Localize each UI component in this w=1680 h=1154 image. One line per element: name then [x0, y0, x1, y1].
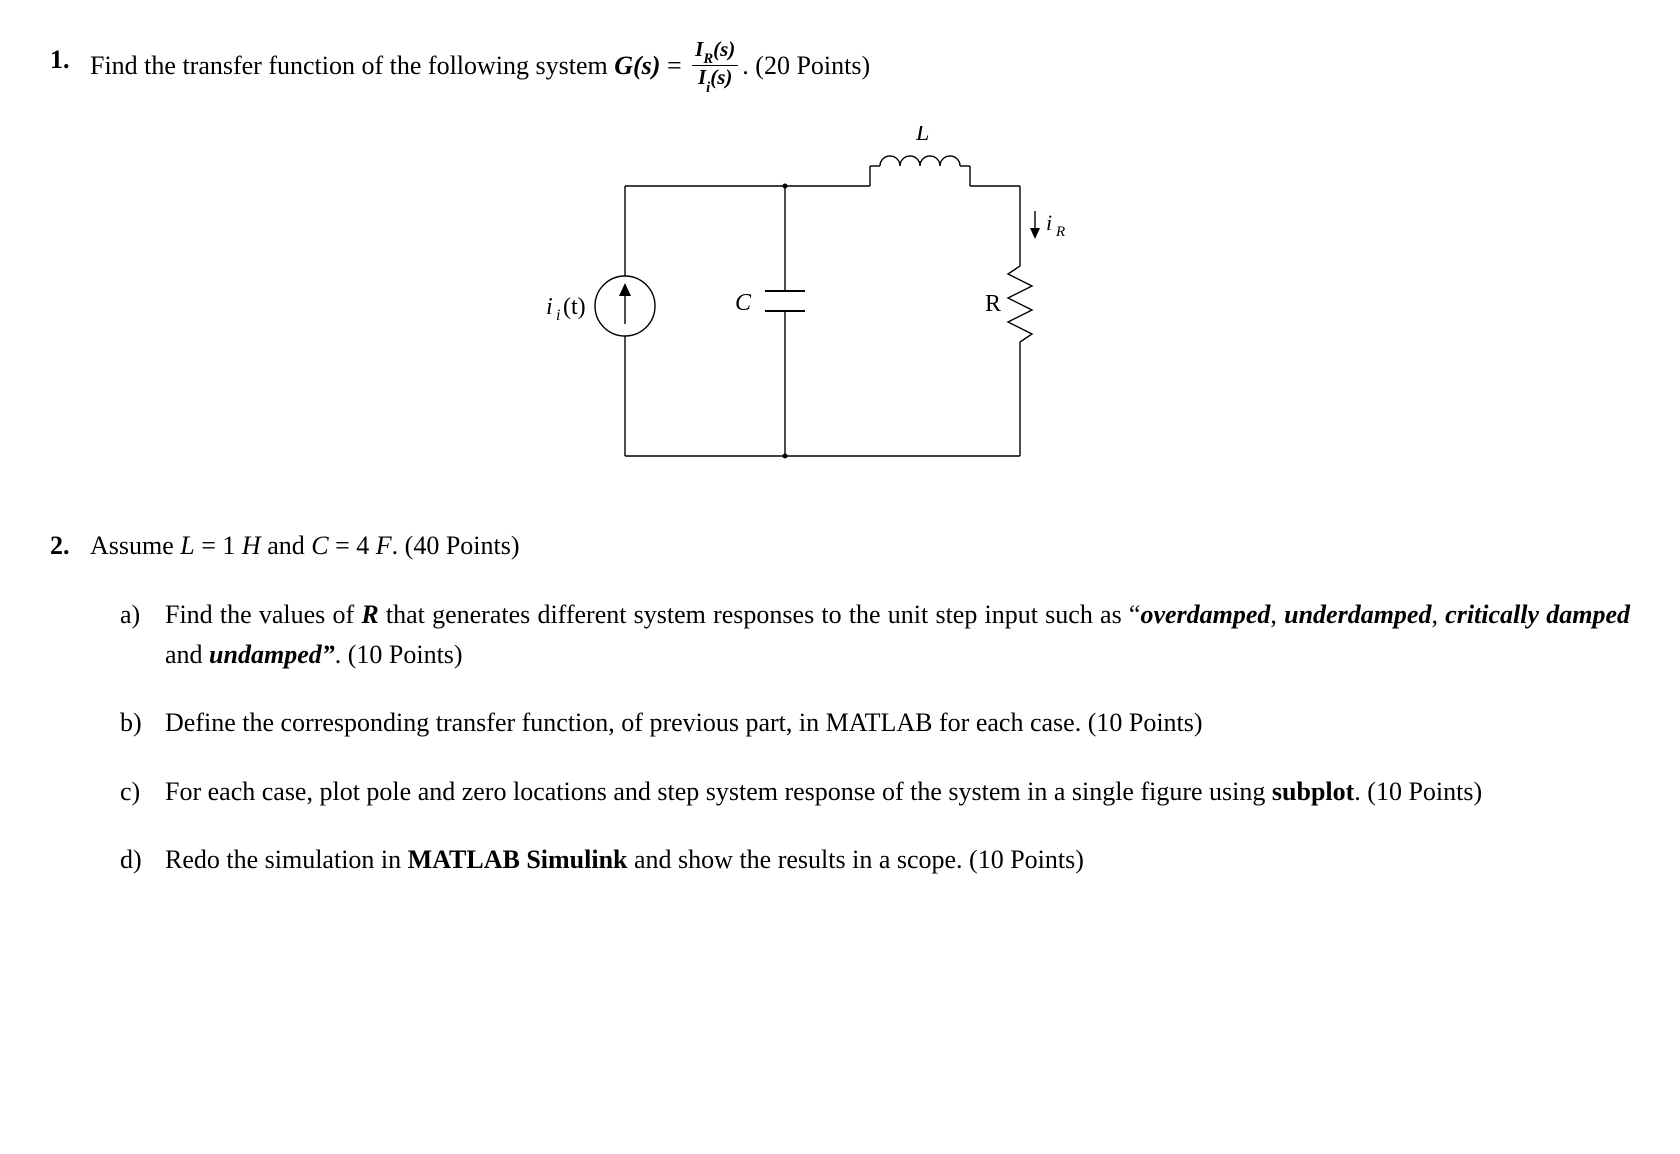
p1-pretext: Find the transfer function of the follow… — [90, 51, 614, 80]
part-b-letter: b) — [120, 703, 165, 743]
frac-numerator: IR(s) — [692, 38, 738, 66]
p2-F: F — [376, 531, 392, 560]
ii-i: i — [546, 294, 553, 320]
pa-t1: Find the values of — [165, 600, 361, 629]
part-a-text: Find the values of R that generates diff… — [165, 595, 1630, 676]
pa-crit: critically damped — [1445, 600, 1630, 629]
p2-points: (40 Points) — [405, 531, 520, 560]
problem-1-number: 1. — [50, 40, 90, 79]
pa-c2: , — [1431, 600, 1445, 629]
p2-C: C — [311, 531, 328, 560]
problem-2-number: 2. — [50, 526, 90, 565]
pa-and: and — [165, 640, 209, 669]
R-label: R — [985, 291, 1001, 317]
inductor-hump — [900, 156, 920, 166]
frac-den-i: i — [706, 80, 710, 96]
frac-num-s: (s) — [713, 37, 735, 61]
frac-den-s: (s) — [710, 65, 732, 89]
ii-label: i i (t) — [546, 294, 586, 324]
node-dot — [783, 183, 788, 188]
part-c-text: For each case, plot pole and zero locati… — [165, 772, 1630, 812]
pa-qo: “ — [1129, 600, 1141, 629]
part-a: a) Find the values of R that generates d… — [120, 595, 1630, 676]
problem-2-statement: 2. Assume L = 1 H and C = 4 F. (40 Point… — [50, 526, 1630, 565]
inductor-hump — [920, 156, 940, 166]
p2-eq1: = 1 — [195, 531, 242, 560]
p2-eq2: = 4 — [329, 531, 376, 560]
part-d-letter: d) — [120, 840, 165, 880]
iR-i: i — [1046, 210, 1052, 235]
pd-t1: Redo the simulation in — [165, 845, 408, 874]
problem-2: 2. Assume L = 1 H and C = 4 F. (40 Point… — [50, 526, 1630, 880]
p2-L: L — [180, 531, 194, 560]
p1-points: (20 Points) — [749, 51, 870, 80]
p1-eq: = — [660, 51, 688, 80]
pa-undamp: undamped — [209, 640, 322, 669]
ii-t: (t) — [563, 294, 586, 320]
pc-t2: . (10 Points) — [1354, 777, 1482, 806]
pa-under: underdamped — [1284, 600, 1431, 629]
pa-c1: , — [1270, 600, 1284, 629]
L-label: L — [915, 126, 929, 146]
problem-2-text: Assume L = 1 H and C = 4 F. (40 Points) — [90, 526, 520, 565]
inductor-hump — [880, 156, 900, 166]
p2-period: . — [392, 531, 405, 560]
pa-t3: . (10 Points) — [335, 640, 463, 669]
problem-1-statement: 1. Find the transfer function of the fol… — [50, 40, 1630, 96]
part-c-letter: c) — [120, 772, 165, 812]
inductor-hump — [940, 156, 960, 166]
subparts: a) Find the values of R that generates d… — [120, 595, 1630, 880]
pa-qc: ” — [322, 640, 335, 669]
problem-1-text: Find the transfer function of the follow… — [90, 40, 870, 96]
part-d: d) Redo the simulation in MATLAB Simulin… — [120, 840, 1630, 880]
pa-over: overdamped — [1140, 600, 1270, 629]
node-dot — [783, 453, 788, 458]
circuit-diagram: L i i (t) C R i R — [530, 126, 1150, 496]
pa-R: R — [361, 600, 378, 629]
p2-assume: Assume — [90, 531, 180, 560]
pc-t1: For each case, plot pole and zero locati… — [165, 777, 1272, 806]
part-d-text: Redo the simulation in MATLAB Simulink a… — [165, 840, 1630, 880]
iR-arrow-head — [1030, 228, 1040, 239]
source-arrow-head — [619, 283, 631, 296]
part-b-text: Define the corresponding transfer functi… — [165, 703, 1630, 743]
frac-den-I: I — [698, 65, 706, 89]
pd-t2: and show the results in a scope. (10 Poi… — [628, 845, 1084, 874]
p1-fraction: IR(s) Ii(s) — [692, 38, 738, 94]
pc-subplot: subplot — [1272, 777, 1354, 806]
C-label: C — [735, 290, 752, 316]
part-b: b) Define the corresponding transfer fun… — [120, 703, 1630, 743]
ii-sub: i — [556, 307, 560, 324]
p2-and: and — [261, 531, 312, 560]
pd-matlab: MATLAB Simulink — [408, 845, 628, 874]
p1-Gs: G(s) — [614, 51, 660, 80]
frac-num-R: R — [703, 51, 713, 67]
part-a-letter: a) — [120, 595, 165, 676]
p2-H: H — [242, 531, 261, 560]
frac-denominator: Ii(s) — [695, 66, 735, 93]
problem-1: 1. Find the transfer function of the fol… — [50, 40, 1630, 96]
resistor-zigzag — [1008, 266, 1032, 342]
iR-R: R — [1055, 224, 1065, 240]
pa-t2: that generates different system response… — [379, 600, 1129, 629]
iR-label: i R — [1046, 210, 1065, 240]
part-c: c) For each case, plot pole and zero loc… — [120, 772, 1630, 812]
